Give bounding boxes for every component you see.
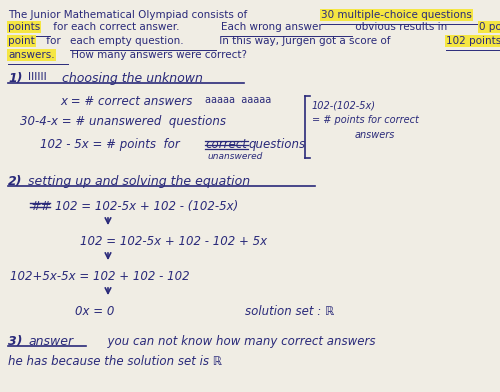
Text: choosing the unknown: choosing the unknown — [62, 72, 203, 85]
Text: correct: correct — [205, 138, 247, 151]
Text: answers.: answers. — [8, 50, 54, 60]
Text: = # points for correct: = # points for correct — [312, 115, 419, 125]
Text: you can not know how many correct answers: you can not know how many correct answer… — [100, 335, 375, 348]
Text: answer: answer — [28, 335, 73, 348]
Text: 0x = 0: 0x = 0 — [75, 305, 114, 318]
Text: The Junior Mathematical Olympiad consists of: The Junior Mathematical Olympiad consist… — [8, 10, 250, 20]
Text: 1): 1) — [8, 72, 22, 85]
Text: 102+5x-5x = 102 + 102 - 102: 102+5x-5x = 102 + 102 - 102 — [10, 270, 190, 283]
Text: each empty question.: each empty question. — [70, 36, 183, 46]
Text: for each correct answer.: for each correct answer. — [50, 22, 182, 32]
Text: he has because the solution set is ℝ: he has because the solution set is ℝ — [8, 355, 222, 368]
Text: 30-4-x = # unanswered  questions: 30-4-x = # unanswered questions — [20, 115, 226, 128]
Text: 102 - 5x = # points  for: 102 - 5x = # points for — [40, 138, 184, 151]
Text: 102 points with 4 wrong: 102 points with 4 wrong — [446, 36, 500, 46]
Text: for: for — [42, 36, 64, 46]
Text: setting up and solving the equation: setting up and solving the equation — [28, 175, 250, 188]
Text: ##: ## — [30, 200, 51, 213]
Text: 102 = 102-5x + 102 - (102-5x): 102 = 102-5x + 102 - (102-5x) — [55, 200, 238, 213]
Text: 0 points,: 0 points, — [480, 22, 500, 32]
Text: solution set : ℝ: solution set : ℝ — [245, 305, 334, 318]
Text: questions: questions — [248, 138, 305, 151]
Text: obvious results in: obvious results in — [352, 22, 450, 32]
Text: points: points — [8, 22, 40, 32]
Text: 2): 2) — [8, 175, 22, 188]
Text: 102 = 102-5x + 102 - 102 + 5x: 102 = 102-5x + 102 - 102 + 5x — [80, 235, 267, 248]
Text: point: point — [8, 36, 35, 46]
Text: x = # correct answers: x = # correct answers — [60, 95, 192, 108]
Text: answers: answers — [355, 130, 396, 140]
Text: Each wrong answer: Each wrong answer — [221, 22, 322, 32]
Text: llllll: llllll — [28, 72, 47, 82]
Text: 3): 3) — [8, 335, 22, 348]
Text: How many answers were correct?: How many answers were correct? — [68, 50, 247, 60]
Text: 30 multiple-choice questions: 30 multiple-choice questions — [321, 10, 472, 20]
Text: 102-(102-5x): 102-(102-5x) — [312, 100, 376, 110]
Text: In this way, Jurgen got a score of: In this way, Jurgen got a score of — [216, 36, 394, 46]
Text: aaaaa  aaaaa: aaaaa aaaaa — [205, 95, 271, 105]
Text: unanswered: unanswered — [207, 152, 262, 161]
